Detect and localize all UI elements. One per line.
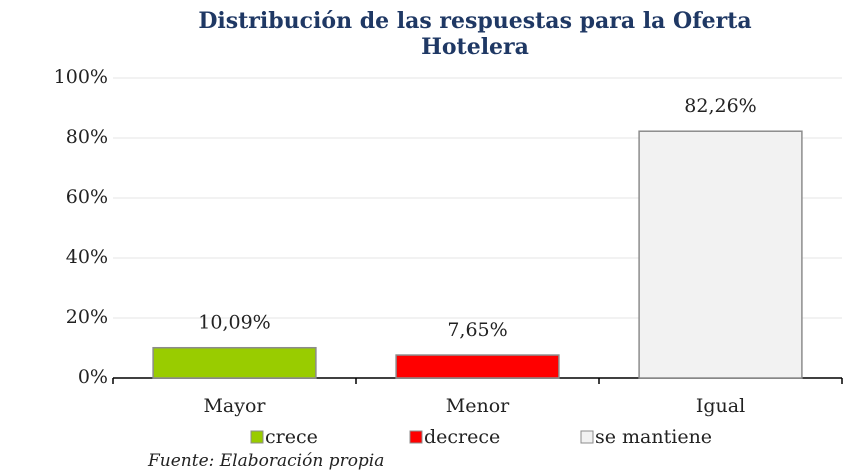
chart-title: Distribución de las respuestas para la O… [198,8,752,60]
y-tick-label: 60% [66,186,108,208]
x-tick-label: Mayor [203,395,266,417]
bar [152,346,317,379]
legend-label: crece [265,426,318,448]
data-label: 10,09% [198,312,270,334]
source-note: Fuente: Elaboración propia [148,451,385,471]
legend-label: decrece [424,426,500,448]
x-tick-label: Igual [696,395,745,417]
legend-label: se mantiene [595,426,712,448]
legend-swatch [250,430,264,444]
y-tick-label: 20% [66,306,108,328]
bar [638,130,803,379]
data-label: 7,65% [447,319,507,341]
x-tick-label: Menor [446,395,510,417]
y-tick-label: 80% [66,126,108,148]
legend-swatch [580,430,594,444]
y-tick-label: 40% [66,246,108,268]
bar [395,354,560,379]
legend-swatch [409,430,423,444]
y-tick-label: 0% [78,366,108,388]
data-label: 82,26% [684,95,756,117]
y-tick-label: 100% [54,66,108,88]
